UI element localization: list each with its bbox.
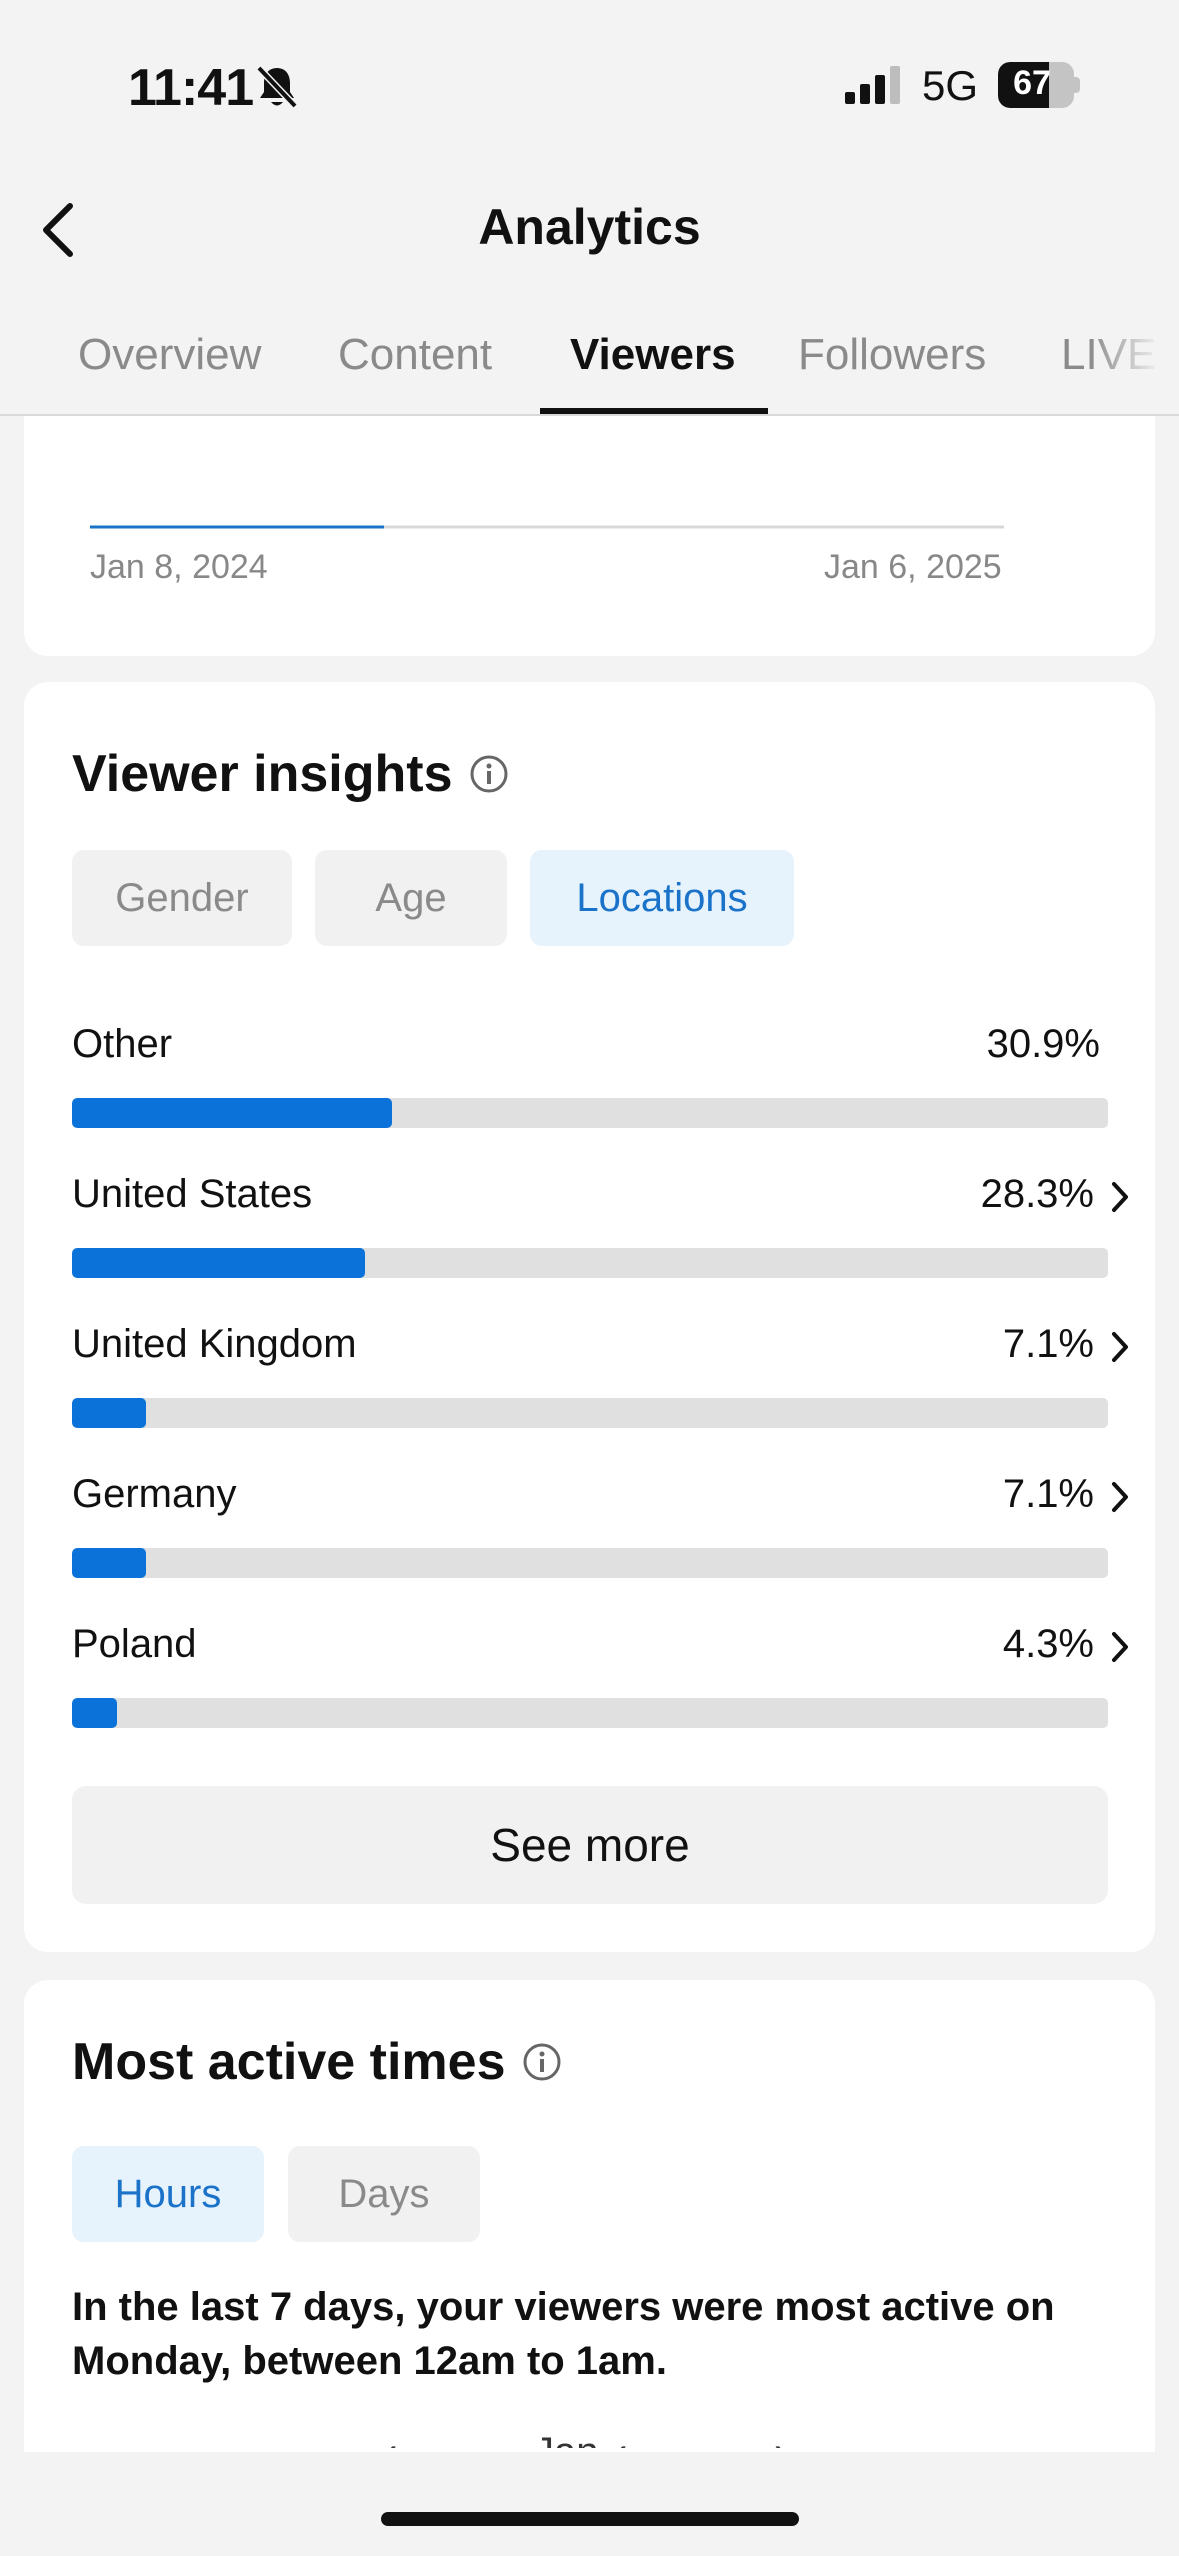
- chevron-down-icon[interactable]: ‹: [614, 2432, 627, 2448]
- chevron-right-icon[interactable]: [1108, 1630, 1132, 1664]
- chart-start-date: Jan 8, 2024: [90, 548, 268, 586]
- chevron-right-icon[interactable]: [1108, 1480, 1132, 1514]
- location-name: Poland: [72, 1622, 197, 1666]
- status-time: 11:41: [128, 59, 254, 117]
- location-bar-track: [72, 1548, 1108, 1578]
- most-active-times-title: Most active times: [72, 2032, 562, 2092]
- chevron-left-icon: [43, 203, 73, 257]
- active-tab-indicator: [540, 408, 768, 414]
- bell-off-icon: [256, 65, 298, 109]
- battery-icon: 67: [998, 62, 1080, 108]
- viewer-insights-title: Viewer insights: [72, 744, 509, 804]
- prev-chevron-icon[interactable]: ‹: [384, 2432, 397, 2448]
- most-active-summary: In the last 7 days, your viewers were mo…: [72, 2285, 1055, 2383]
- page-title: Analytics: [478, 199, 701, 255]
- filter-days[interactable]: Days: [288, 2146, 480, 2242]
- network-type: 5G: [922, 62, 979, 109]
- location-bar-track: [72, 1098, 1108, 1128]
- tab-followers[interactable]: Followers: [798, 330, 987, 379]
- filter-locations[interactable]: Locations: [530, 850, 794, 946]
- location-percent: 4.3%: [1002, 1622, 1094, 1666]
- location-bar-fill: [72, 1248, 365, 1278]
- chevron-right-icon[interactable]: [1108, 1330, 1132, 1364]
- next-chevron-icon[interactable]: ›: [774, 2432, 787, 2448]
- home-indicator[interactable]: [381, 2512, 799, 2526]
- location-row[interactable]: United States 28.3%: [72, 1172, 1132, 1302]
- tab-viewers[interactable]: Viewers: [570, 330, 736, 379]
- location-name: Germany: [72, 1472, 237, 1516]
- status-bar: 11:41 5G 67: [0, 0, 1179, 170]
- location-row[interactable]: United Kingdom 7.1%: [72, 1322, 1132, 1452]
- viewer-insights-card: Viewer insights Gender Age Locations Oth…: [24, 682, 1155, 1952]
- location-bar-track: [72, 1248, 1108, 1278]
- filter-hours[interactable]: Hours: [72, 2146, 264, 2242]
- info-icon[interactable]: [469, 754, 509, 794]
- location-name: United States: [72, 1172, 313, 1216]
- location-percent: 7.1%: [1002, 1322, 1094, 1366]
- location-row: Other 30.9%: [72, 1022, 1132, 1152]
- location-row[interactable]: Poland 4.3%: [72, 1622, 1132, 1752]
- cellular-signal-icon: [845, 66, 900, 104]
- location-name: Other: [72, 1022, 173, 1066]
- filter-gender[interactable]: Gender: [72, 850, 292, 946]
- location-bar-fill: [72, 1398, 146, 1428]
- location-bar-fill: [72, 1098, 392, 1128]
- tab-content[interactable]: Content: [338, 330, 493, 379]
- location-percent: 7.1%: [1002, 1472, 1094, 1516]
- see-more-button[interactable]: See more: [72, 1786, 1108, 1904]
- battery-level: 67: [1013, 64, 1051, 102]
- back-button[interactable]: [38, 190, 98, 270]
- viewers-chart-card: Jan 8, 2024 Jan 6, 2025: [24, 416, 1155, 656]
- location-bar-track: [72, 1398, 1108, 1428]
- tab-overview[interactable]: Overview: [78, 330, 262, 379]
- location-name: United Kingdom: [72, 1322, 357, 1366]
- location-percent: 30.9%: [986, 1022, 1100, 1066]
- location-bar-fill: [72, 1548, 146, 1578]
- info-icon[interactable]: [522, 2042, 562, 2082]
- tab-bar: Overview Content Viewers Followers LIVE: [0, 300, 1179, 416]
- date-navigator: ‹ Jan ‹ ›: [24, 2432, 1155, 2448]
- date-nav-label: Jan: [534, 2432, 599, 2448]
- location-percent: 28.3%: [980, 1172, 1094, 1216]
- location-bar-fill: [72, 1698, 117, 1728]
- location-row[interactable]: Germany 7.1%: [72, 1472, 1132, 1602]
- location-bar-track: [72, 1698, 1108, 1728]
- viewers-line-chart: [90, 525, 1004, 529]
- filter-age[interactable]: Age: [315, 850, 507, 946]
- most-active-times-heading: Most active times: [72, 2033, 506, 2091]
- viewer-insights-heading: Viewer insights: [72, 745, 453, 803]
- chevron-right-icon[interactable]: [1108, 1180, 1132, 1214]
- chart-end-date: Jan 6, 2025: [824, 548, 1002, 586]
